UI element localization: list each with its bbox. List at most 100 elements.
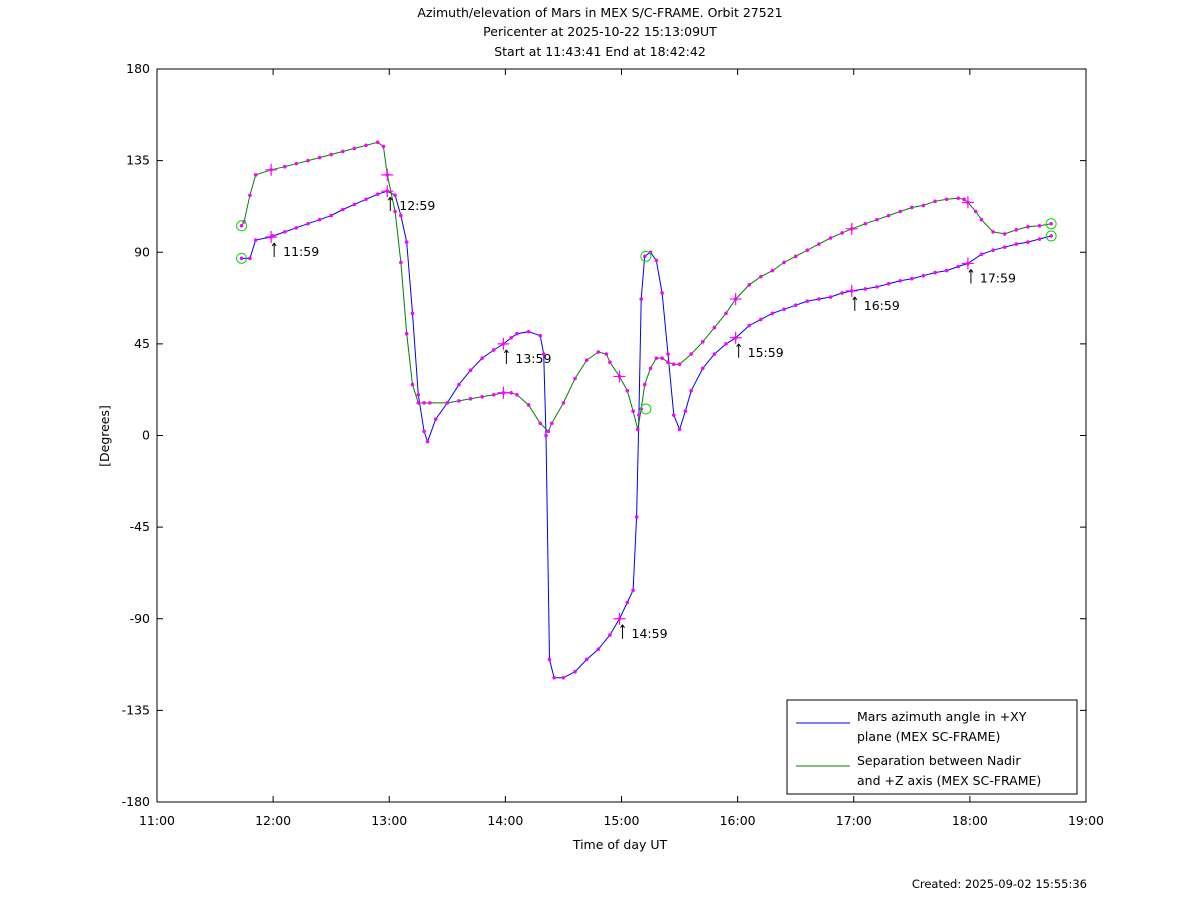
data-point-dot — [491, 348, 496, 352]
time-annotation-label: 12:59 — [399, 198, 435, 213]
data-point-dot — [364, 197, 368, 202]
data-point-dot — [573, 376, 577, 381]
legend-label-separation-line-2: and +Z axis (MEX SC-FRAME) — [857, 773, 1041, 788]
data-point-dot — [596, 647, 601, 652]
plus-markers — [265, 163, 974, 625]
data-point-dot — [863, 287, 868, 291]
data-point-dot — [712, 325, 717, 330]
data-point-dot — [428, 401, 432, 405]
event-circle-marker — [1045, 218, 1057, 230]
data-point-dot — [552, 675, 556, 680]
data-point-dot — [689, 352, 693, 356]
data-point-dot — [724, 311, 728, 316]
data-point-dot — [979, 252, 984, 257]
data-point-dot — [956, 264, 961, 269]
annotation-arrow — [852, 296, 858, 311]
data-point-dot — [393, 209, 397, 214]
data-point-dot — [683, 409, 688, 413]
hour-plus-marker — [265, 230, 278, 243]
x-tick-label: 17:00 — [836, 813, 872, 828]
title-line-3: Start at 11:43:41 End at 18:42:42 — [494, 44, 706, 59]
data-point-dot — [671, 362, 676, 367]
data-point-dot — [239, 223, 244, 228]
time-annotation-label: 13:59 — [515, 351, 551, 366]
data-point-dot — [654, 258, 659, 263]
data-point-dot — [541, 352, 546, 356]
event-circle-marker — [1045, 230, 1057, 242]
data-point-dot — [671, 413, 676, 417]
hour-plus-marker — [497, 337, 510, 350]
data-point-dot — [282, 164, 287, 169]
data-point-dot — [329, 213, 333, 218]
annotation-arrow — [736, 343, 742, 358]
data-point-dot — [480, 395, 484, 399]
data-point-dot — [793, 303, 798, 307]
data-point-dot — [770, 268, 775, 273]
data-point-dot — [1049, 221, 1053, 226]
data-point-dot — [253, 238, 258, 242]
x-tick-label: 14:00 — [487, 813, 523, 828]
data-point-dot — [515, 331, 519, 336]
data-point-dot — [631, 409, 635, 413]
data-point-dot — [1037, 237, 1042, 241]
data-point-dot — [817, 297, 821, 301]
data-point-dot — [538, 421, 543, 426]
hour-plus-marker — [381, 185, 394, 198]
data-point-dot — [561, 401, 566, 405]
annotation-arrow — [968, 269, 974, 284]
data-point-dot — [547, 657, 552, 662]
y-tick-label: 0 — [142, 428, 150, 443]
event-circle-marker — [640, 403, 652, 415]
data-point-dot — [515, 392, 519, 397]
data-point-dot — [840, 231, 844, 235]
data-point-dot — [317, 217, 322, 222]
data-point-dot — [677, 427, 682, 432]
data-point-dot — [1014, 242, 1019, 246]
data-point-dot — [747, 283, 752, 287]
chart-title: Azimuth/elevation of Mars in MEX S/C-FRA… — [417, 5, 782, 59]
hour-plus-marker — [961, 257, 974, 270]
data-point-dot — [634, 515, 639, 519]
time-annotations: 11:59 12:59 13:59 14:59 15:59 16:59 17:59 — [271, 196, 1016, 641]
series-lines — [241, 141, 1052, 679]
data-point-dot — [604, 352, 609, 356]
data-point-dot — [239, 256, 244, 261]
data-point-dot — [805, 299, 810, 303]
y-tick-label: 180 — [126, 61, 150, 76]
data-point-dot — [817, 242, 821, 246]
data-point-dot — [712, 352, 717, 356]
data-point-dot — [491, 392, 496, 397]
data-point-dot — [416, 401, 421, 405]
data-point-dot — [544, 433, 548, 438]
legend-label-separation-line-1: Separation between Nadir — [857, 753, 1021, 768]
data-point-dot — [294, 226, 299, 230]
data-point-dot — [352, 146, 357, 151]
x-tick-label: 12:00 — [255, 813, 291, 828]
data-point-dot — [677, 362, 682, 367]
data-point-dot — [910, 276, 914, 281]
data-point-dot — [956, 196, 961, 201]
x-tick-label: 13:00 — [371, 813, 407, 828]
data-point-dot — [416, 392, 421, 397]
data-point-dot — [399, 260, 403, 265]
data-point-dot — [910, 205, 914, 210]
circle-markers — [236, 218, 1057, 415]
data-point-dot — [445, 401, 450, 405]
data-point-dot — [700, 366, 705, 371]
data-point-dot — [399, 213, 403, 218]
data-point-dot — [875, 217, 879, 222]
annotation-arrow — [620, 624, 625, 639]
legend-box — [786, 699, 1078, 795]
data-point-dot — [828, 236, 833, 240]
data-point-dot — [375, 192, 380, 197]
data-point-dot — [660, 356, 664, 360]
data-point-dot — [352, 202, 357, 207]
data-point-dot — [248, 256, 252, 261]
data-point-dot — [886, 213, 891, 218]
hour-plus-marker — [265, 163, 278, 176]
data-point-dot — [282, 230, 287, 234]
annotation-arrow — [503, 349, 509, 364]
data-point-dot — [625, 600, 630, 605]
data-point-dot — [805, 248, 810, 253]
data-point-dot — [457, 399, 461, 403]
